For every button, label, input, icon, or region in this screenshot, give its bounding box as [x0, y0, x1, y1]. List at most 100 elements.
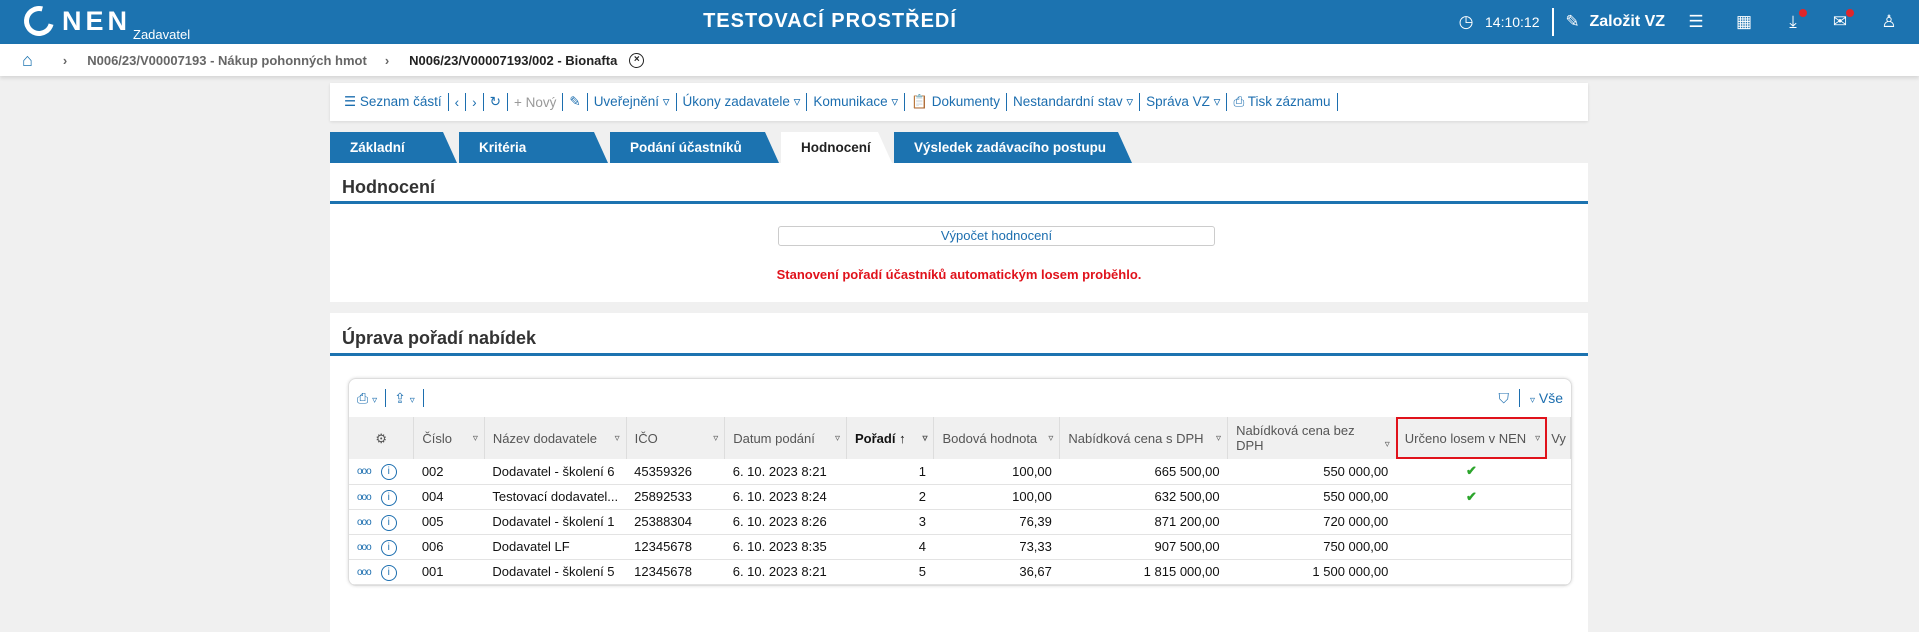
cell-cena-s-dph: 871 200,00 — [1059, 509, 1228, 535]
print-icon[interactable]: ⎙ ▿ — [357, 389, 378, 406]
close-icon[interactable]: × — [629, 52, 645, 68]
cell-cislo: 006 — [413, 534, 485, 560]
filter-all-button[interactable]: ▿ Vše — [1529, 390, 1563, 406]
table-row[interactable]: ooo i 006 Dodavatel LF 12345678 6. 10. 20… — [349, 534, 1571, 560]
col-cislo[interactable]: Číslo ▿ — [413, 417, 485, 459]
publish-menu[interactable]: Uveřejnění ▿ — [593, 94, 670, 109]
chevron-right-icon: › — [62, 52, 68, 68]
col-cena-s-dph[interactable]: Nabídková cena s DPH ▿ — [1059, 417, 1229, 459]
filter-icon[interactable]: ⛉ — [1498, 389, 1509, 406]
cell-nazev: Dodavatel LF — [484, 534, 627, 560]
print-record-button[interactable]: ⎙ Tisk záznamu — [1233, 94, 1331, 109]
col-cena-bez-dph[interactable]: Nabídková cena bez DPH ▿ — [1227, 417, 1397, 459]
next-icon[interactable]: › — [472, 94, 477, 110]
tab-submissions[interactable]: Podání účastníků ZP — [610, 132, 779, 163]
new-button[interactable]: + Nový — [513, 94, 557, 110]
tab-basic[interactable]: Základní údaje — [330, 132, 457, 163]
col-los[interactable]: Určeno losem v NEN ▿ — [1396, 417, 1548, 459]
cell-cena-bez-dph: 1 500 000,00 — [1227, 559, 1397, 585]
more-icon[interactable]: ooo — [357, 516, 372, 528]
col-datum[interactable]: Datum podání ▿ — [724, 417, 847, 459]
cell-nazev: Testovací dodavatel... — [484, 484, 627, 510]
tab-bar: Základní údaje Kritéria hodnocení Podání… — [330, 132, 1134, 163]
communication-menu[interactable]: Komunikace ▿ — [813, 94, 899, 109]
ranking-grid: ⎙ ▿ ⇪ ▿ ⛉ ▿ Vše ⚙ Číslo ▿ Název dodavatel… — [348, 378, 1572, 586]
edit-icon: ✎ — [1565, 12, 1580, 31]
cell-ico: 25892533 — [626, 484, 725, 510]
tab-evaluation[interactable]: Hodnocení — [781, 132, 892, 163]
cell-nazev: Dodavatel - školení 5 — [484, 559, 627, 585]
more-icon[interactable]: ooo — [357, 491, 372, 503]
home-icon[interactable]: ⌂ — [22, 49, 33, 70]
more-icon[interactable]: ooo — [357, 566, 372, 578]
download-icon[interactable]: ⤓ — [1782, 9, 1807, 33]
tab-criteria[interactable]: Kritéria hodnocení — [459, 132, 608, 163]
info-icon[interactable]: i — [380, 489, 397, 506]
more-icon[interactable]: ooo — [357, 541, 372, 553]
check-icon: ✔ — [1396, 484, 1547, 510]
info-icon[interactable]: i — [380, 464, 397, 481]
user-icon[interactable]: ♙ — [1881, 12, 1897, 31]
cell-body: 100,00 — [933, 459, 1060, 485]
toolbar: ☰ Seznam částí ‹ › ↻ + Nový ✎ Uveřejnění… — [330, 83, 1588, 121]
cell-cislo: 001 — [413, 559, 485, 585]
logo-text: NEN — [62, 6, 132, 36]
cell-ico: 25388304 — [626, 509, 725, 535]
cell-cena-s-dph: 1 815 000,00 — [1059, 559, 1228, 585]
nen-logo[interactable]: NEN Zadavatel — [18, 0, 190, 42]
check-icon — [1396, 509, 1547, 535]
breadcrumb-item[interactable]: N006/23/V00007193 - Nákup pohonných hmot — [87, 52, 367, 68]
table-row[interactable]: ooo i 001 Dodavatel - školení 5 12345678 … — [349, 559, 1571, 585]
chevron-right-icon: › — [384, 52, 390, 68]
breadcrumb-current: N006/23/V00007193/002 - Bionafta — [409, 52, 618, 68]
cell-more — [1546, 534, 1571, 560]
grid-toolbar: ⎙ ▿ ⇪ ▿ ⛉ ▿ Vše — [349, 379, 1571, 417]
edit-icon[interactable]: ✎ — [569, 94, 581, 109]
documents-button[interactable]: 📋 Dokumenty — [911, 94, 1001, 109]
cell-nazev: Dodavatel - školení 1 — [484, 509, 627, 535]
management-menu[interactable]: Správa VZ ▿ — [1146, 94, 1221, 109]
mail-icon[interactable]: ✉ — [1829, 9, 1854, 33]
cell-ico: 45359326 — [626, 459, 725, 485]
table-row[interactable]: ooo i 004 Testovací dodavatel... 25892533… — [349, 484, 1571, 510]
info-icon[interactable]: i — [380, 514, 397, 531]
cell-cena-s-dph: 632 500,00 — [1059, 484, 1228, 510]
cell-more — [1546, 509, 1571, 535]
cell-cena-bez-dph: 550 000,00 — [1227, 459, 1397, 485]
cell-nazev: Dodavatel - školení 6 — [484, 459, 627, 485]
col-poradi[interactable]: Pořadí ↑ ▿ — [846, 417, 935, 459]
cell-body: 76,39 — [933, 509, 1060, 535]
nonstandard-menu[interactable]: Nestandardní stav ▿ — [1013, 94, 1134, 109]
create-vz-button[interactable]: Založit VZ — [1589, 13, 1666, 30]
col-nazev[interactable]: Název dodavatele ▿ — [484, 417, 627, 459]
check-icon — [1396, 559, 1547, 585]
calculate-evaluation-button[interactable]: Výpočet hodnocení — [778, 226, 1215, 246]
col-more[interactable]: Vy — [1546, 417, 1571, 459]
check-icon — [1396, 534, 1547, 560]
info-icon[interactable]: i — [380, 539, 397, 556]
prev-icon[interactable]: ‹ — [454, 94, 460, 110]
lot-message: Stanovení pořadí účastníků automatickým … — [776, 267, 1142, 282]
refresh-icon[interactable]: ↻ — [489, 94, 501, 109]
cell-poradi: 5 — [846, 559, 934, 585]
info-icon[interactable]: i — [380, 564, 397, 581]
col-body[interactable]: Bodová hodnota ▿ — [933, 417, 1061, 459]
tab-result[interactable]: Výsledek zadávacího postupu — [894, 132, 1132, 163]
parts-list-button[interactable]: ☰ Seznam částí — [344, 94, 442, 109]
cell-more — [1546, 484, 1571, 510]
table-row[interactable]: ooo i 002 Dodavatel - školení 6 45359326 … — [349, 459, 1571, 485]
clock-icon: ◷ — [1458, 12, 1474, 31]
cell-datum: 6. 10. 2023 8:35 — [724, 534, 847, 560]
export-icon[interactable]: ⇪ ▿ — [394, 389, 415, 406]
table-row[interactable]: ooo i 005 Dodavatel - školení 1 25388304 … — [349, 509, 1571, 535]
actions-menu[interactable]: Úkony zadavatele ▿ — [682, 94, 801, 109]
menu-icon[interactable]: ☰ — [1688, 12, 1704, 31]
divider — [1551, 8, 1554, 36]
more-icon[interactable]: ooo — [357, 466, 372, 478]
cell-cena-bez-dph: 550 000,00 — [1227, 484, 1397, 510]
section-title: Hodnocení — [342, 177, 435, 197]
calendar-icon[interactable]: ▦ — [1735, 12, 1753, 31]
column-settings-icon[interactable]: ⚙ — [349, 417, 415, 459]
cell-cena-bez-dph: 720 000,00 — [1227, 509, 1397, 535]
col-ico[interactable]: IČO ▿ — [626, 417, 726, 459]
